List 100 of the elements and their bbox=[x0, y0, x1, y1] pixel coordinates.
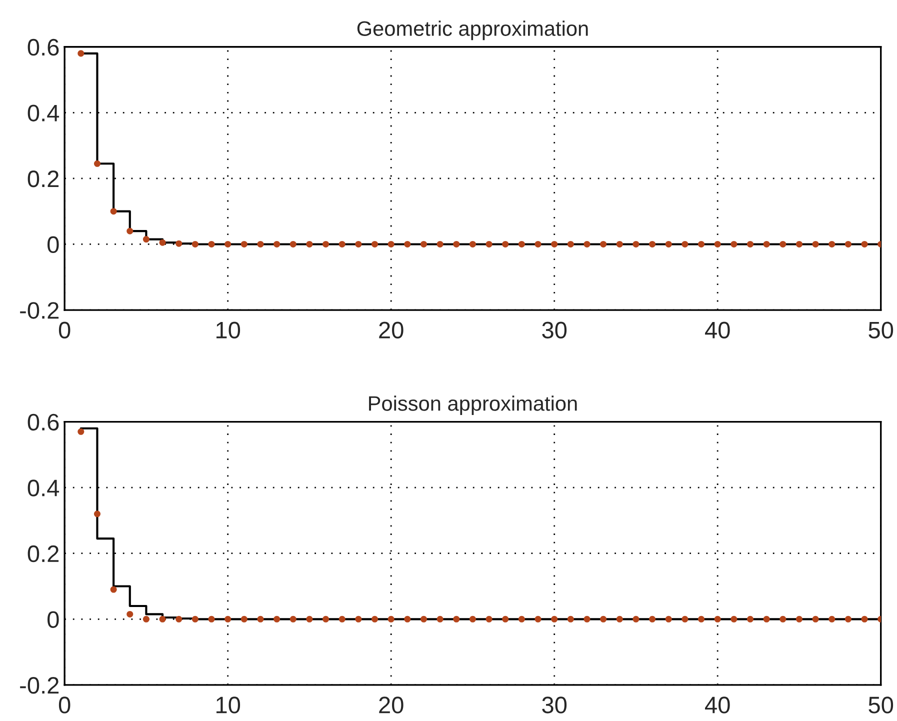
point bbox=[110, 586, 117, 593]
y-tick-label: 0 bbox=[48, 236, 59, 254]
x-tick-label: 50 bbox=[868, 322, 894, 338]
point bbox=[469, 240, 476, 248]
point bbox=[78, 50, 84, 57]
y-tick-label: 0.2 bbox=[28, 545, 59, 562]
point bbox=[355, 240, 362, 248]
point bbox=[844, 616, 852, 622]
chart-title: Geometric approximation bbox=[357, 20, 588, 40]
point bbox=[763, 616, 770, 622]
point bbox=[534, 240, 542, 248]
point bbox=[453, 616, 460, 622]
y-tick-label: 0.4 bbox=[28, 480, 60, 496]
point bbox=[616, 616, 623, 622]
point bbox=[812, 616, 819, 622]
point bbox=[355, 616, 362, 622]
point bbox=[274, 616, 280, 622]
point bbox=[861, 240, 868, 248]
point bbox=[567, 240, 574, 248]
point bbox=[420, 616, 427, 622]
point bbox=[159, 616, 166, 622]
point bbox=[274, 240, 280, 248]
point bbox=[502, 240, 509, 248]
point bbox=[142, 236, 150, 243]
point bbox=[796, 616, 802, 622]
point bbox=[698, 240, 705, 248]
point bbox=[844, 240, 852, 248]
y-tick-label: 0.6 bbox=[28, 414, 59, 431]
point bbox=[159, 239, 166, 246]
point bbox=[828, 616, 836, 622]
point bbox=[551, 240, 558, 248]
point bbox=[126, 228, 134, 234]
x-tick-label: 10 bbox=[216, 322, 240, 338]
point bbox=[192, 616, 198, 622]
point bbox=[208, 240, 215, 248]
point bbox=[567, 616, 574, 622]
x-tick-label: 50 bbox=[868, 696, 894, 714]
x-tick-label: 30 bbox=[542, 322, 567, 338]
point bbox=[584, 616, 590, 622]
point bbox=[388, 240, 394, 248]
point bbox=[176, 616, 182, 622]
point bbox=[372, 240, 378, 248]
point bbox=[224, 616, 232, 622]
point bbox=[714, 240, 721, 248]
point bbox=[486, 616, 492, 622]
point bbox=[649, 240, 656, 248]
point bbox=[453, 240, 460, 248]
point bbox=[322, 240, 330, 248]
point bbox=[584, 240, 590, 248]
point bbox=[486, 240, 492, 248]
x-tick-label: 20 bbox=[379, 322, 404, 338]
point bbox=[420, 240, 427, 248]
point bbox=[502, 616, 509, 622]
point bbox=[94, 510, 100, 518]
point bbox=[142, 616, 150, 622]
point bbox=[780, 616, 786, 622]
point bbox=[436, 616, 444, 622]
point bbox=[404, 240, 411, 248]
point bbox=[682, 240, 688, 248]
point bbox=[372, 616, 378, 622]
point bbox=[763, 240, 770, 248]
point bbox=[290, 240, 296, 248]
point bbox=[176, 240, 182, 247]
point bbox=[534, 616, 542, 622]
point bbox=[600, 616, 607, 622]
point bbox=[632, 616, 640, 622]
point bbox=[240, 240, 248, 248]
point bbox=[518, 240, 525, 248]
point bbox=[665, 240, 672, 248]
x-tick-label: 10 bbox=[216, 696, 240, 714]
point bbox=[632, 240, 640, 248]
point bbox=[78, 428, 84, 435]
point bbox=[518, 616, 525, 622]
point bbox=[746, 240, 754, 248]
point bbox=[110, 208, 117, 215]
point bbox=[600, 240, 607, 248]
point bbox=[469, 616, 476, 622]
chart-title: Poisson approximation bbox=[369, 396, 577, 415]
point bbox=[224, 240, 232, 248]
point bbox=[730, 616, 738, 622]
point bbox=[240, 616, 248, 622]
point bbox=[551, 616, 558, 622]
y-tick-label: -0.2 bbox=[20, 302, 59, 319]
point bbox=[126, 610, 134, 618]
x-tick-label: 40 bbox=[705, 322, 730, 338]
point bbox=[94, 160, 100, 167]
x-tick-label: 30 bbox=[542, 696, 567, 714]
y-tick-label: 0.2 bbox=[28, 170, 59, 188]
point bbox=[665, 616, 672, 622]
point bbox=[338, 240, 346, 248]
point bbox=[828, 240, 836, 248]
x-tick-label: 0 bbox=[58, 696, 70, 714]
y-tick-label: 0.6 bbox=[28, 38, 59, 56]
y-tick-label: -0.2 bbox=[20, 677, 59, 694]
point bbox=[208, 616, 215, 622]
point bbox=[338, 616, 346, 622]
point bbox=[436, 240, 444, 248]
x-tick-label: 40 bbox=[705, 696, 730, 714]
point bbox=[714, 616, 721, 622]
point bbox=[746, 616, 754, 622]
